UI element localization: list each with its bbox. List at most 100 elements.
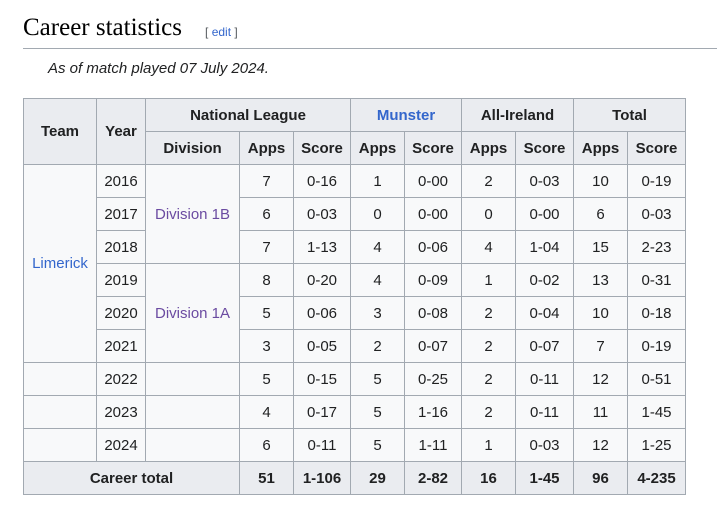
nl-score-cell: 0-16 [293,164,351,198]
header-ai-apps: Apps [461,131,516,165]
munster-score-cell: 0-06 [404,230,462,264]
table-row: 2019 Division 1A 8 0-20 4 0-09 1 0-02 13… [24,263,686,363]
total-score-cell: 0-03 [627,197,686,231]
header-total-score: Score [627,131,686,165]
ai-score-cell: 0-03 [515,164,574,198]
total-score-cell: 1-25 [627,428,686,462]
ai-score-cell: 0-11 [515,362,574,396]
total-apps-cell: 13 [573,263,628,297]
header-all-ireland-link[interactable]: All-Ireland [461,98,574,132]
team-link-limerick[interactable]: Limerick [32,255,88,272]
ai-score-cell: 0-07 [515,329,574,363]
year-cell: 2023 [96,395,146,429]
munster-apps-cell: 5 [350,395,405,429]
total-score-cell: 0-51 [627,362,686,396]
table-row: 2017 6 0-03 0 0-00 0 0-00 6 0-03 [24,197,686,231]
ai-score-cell: 0-00 [515,197,574,231]
header-team: Team [23,98,97,165]
munster-score-cell: 0-07 [404,329,462,363]
nl-score-cell: 1-13 [293,230,351,264]
ai-apps-cell: 1 [461,263,516,297]
nl-score-cell: 0-11 [293,428,351,462]
munster-apps-cell: 4 [350,230,405,264]
career-total-apps: 96 [573,461,628,495]
header-nl-score: Score [293,131,351,165]
munster-score-cell: 0-08 [404,296,462,330]
header-row-2: Division Apps Score Apps Score Apps Scor… [24,131,686,165]
career-total-score: 4-235 [627,461,686,495]
header-munster-apps: Apps [350,131,405,165]
nl-apps-cell: 7 [239,164,294,198]
nl-score-cell: 0-03 [293,197,351,231]
table-row: 2023 4 0-17 5 1-16 2 0-11 11 1-45 [23,395,686,429]
ai-apps-cell: 2 [461,164,516,198]
career-munster-apps: 29 [350,461,405,495]
nl-score-cell: 0-05 [293,329,351,363]
table-row: 2022 5 0-15 5 0-25 2 0-11 12 0-51 [23,362,686,396]
munster-score-cell: 1-16 [404,395,462,429]
ai-apps-cell: 2 [461,395,516,429]
total-apps-cell: 15 [573,230,628,264]
ai-score-cell: 0-11 [515,395,574,429]
header-national-league-link[interactable]: National League [145,98,351,132]
total-apps-cell: 10 [573,296,628,330]
header-munster-link[interactable]: Munster [350,98,462,132]
total-apps-cell: 7 [573,329,628,363]
nl-apps-cell: 8 [239,263,294,297]
career-total-row: Career total 51 1-106 29 2-82 16 1-45 96… [23,461,686,495]
total-score-cell: 2-23 [627,230,686,264]
year-cell: 2019 [96,263,146,297]
total-apps-cell: 11 [573,395,628,429]
nl-score-cell: 0-06 [293,296,351,330]
division-link-1a[interactable]: Division 1A [154,304,231,322]
munster-score-cell: 0-25 [404,362,462,396]
header-division: Division [145,131,240,165]
header-munster-score: Score [404,131,462,165]
total-apps-cell: 12 [573,428,628,462]
nl-apps-cell: 6 [239,428,294,462]
year-cell: 2024 [96,428,146,462]
ai-apps-cell: 1 [461,428,516,462]
career-nl-apps: 51 [239,461,294,495]
munster-apps-cell: 2 [350,329,405,363]
team-cell: Limerick [23,164,97,363]
total-score-cell: 0-18 [627,296,686,330]
nl-apps-cell: 7 [239,230,294,264]
header-total-apps: Apps [573,131,628,165]
division-cell-empty [145,428,240,462]
nl-score-cell: 0-20 [293,263,351,297]
team-cell-empty [23,362,97,396]
section-title: Career statistics [23,14,182,41]
year-cell: 2016 [96,164,146,198]
stats-note: As of match played 07 July 2024. [48,60,269,77]
table-row: 2018 7 1-13 4 0-06 4 1-04 15 2-23 [24,230,686,264]
nl-apps-cell: 5 [239,362,294,396]
career-ai-apps: 16 [461,461,516,495]
edit-link[interactable]: edit [211,25,232,39]
ai-score-cell: 0-04 [515,296,574,330]
total-score-cell: 0-31 [627,263,686,297]
ai-score-cell: 1-04 [515,230,574,264]
year-cell: 2020 [96,296,146,330]
total-apps-cell: 10 [573,164,628,198]
nl-apps-cell: 6 [239,197,294,231]
nl-apps-cell: 4 [239,395,294,429]
division-link-1b[interactable]: Division 1B [154,205,231,223]
career-total-label: Career total [23,461,240,495]
total-apps-cell: 12 [573,362,628,396]
division-cell-empty [145,395,240,429]
munster-apps-cell: 3 [350,296,405,330]
nl-score-cell: 0-15 [293,362,351,396]
team-cell-empty [23,395,97,429]
ai-apps-cell: 2 [461,362,516,396]
total-score-cell: 0-19 [627,329,686,363]
career-munster-score: 2-82 [404,461,462,495]
table-row: 2020 5 0-06 3 0-08 2 0-04 10 0-18 [24,296,686,330]
ai-score-cell: 0-03 [515,428,574,462]
ai-apps-cell: 0 [461,197,516,231]
year-cell: 2018 [96,230,146,264]
year-cell: 2021 [96,329,146,363]
munster-apps-cell: 1 [350,164,405,198]
header-ai-score: Score [515,131,574,165]
table-row: Limerick 2016 Division 1B 7 0-16 1 0-00 … [23,164,686,363]
